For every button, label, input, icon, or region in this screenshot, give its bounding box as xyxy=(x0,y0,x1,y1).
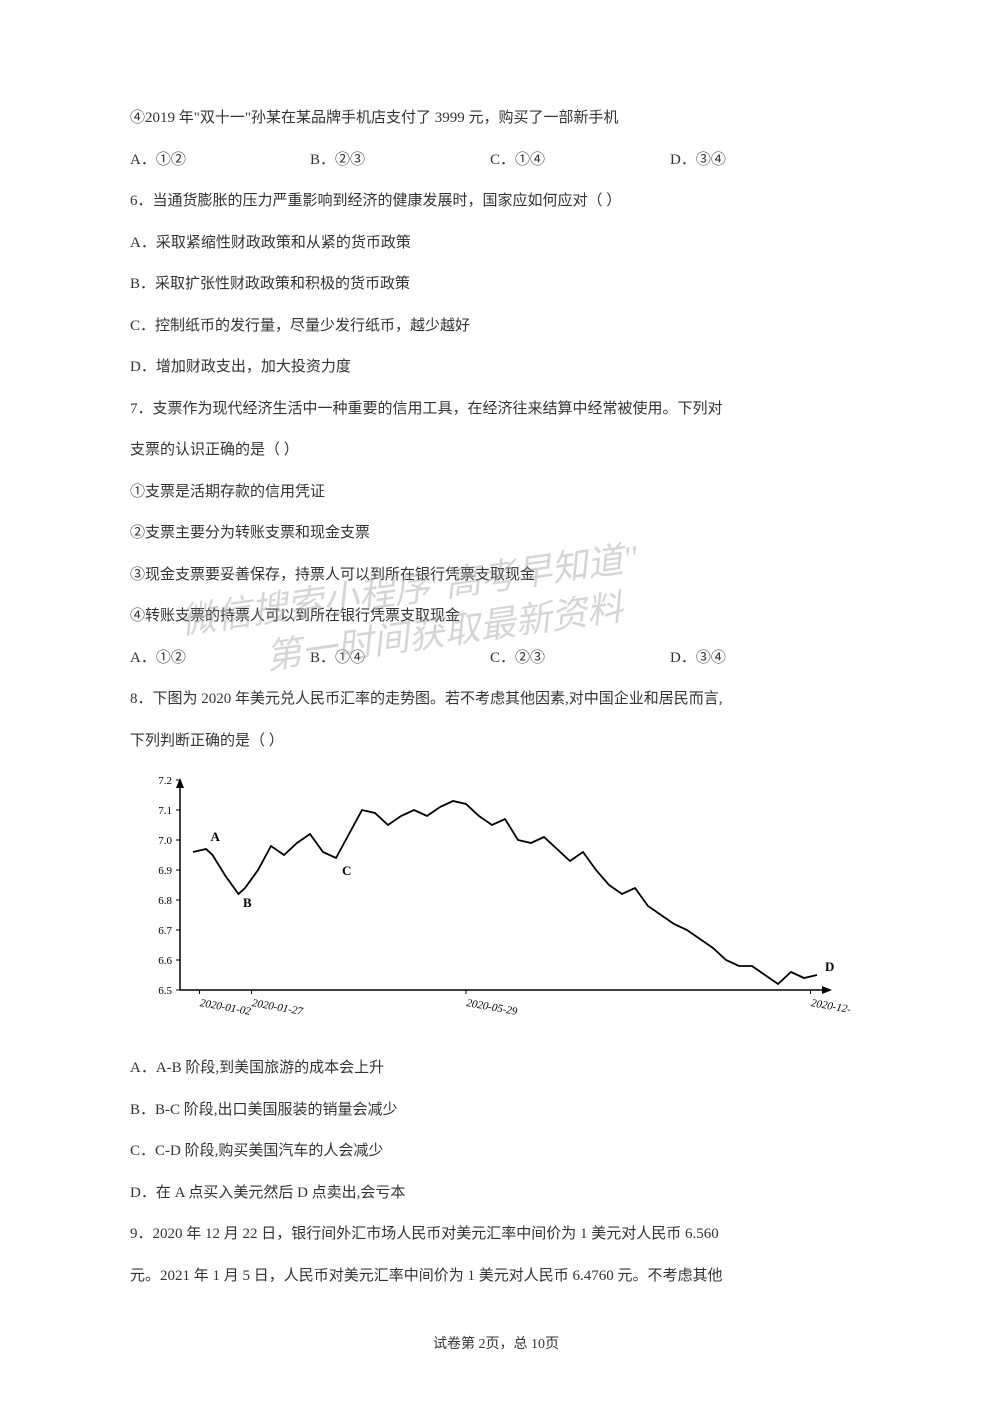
q8-opt-d: D．在 A 点买入美元然后 D 点卖出,会亏本 xyxy=(130,1175,862,1213)
page-footer: 试卷第 2页，总 10页 xyxy=(0,1333,992,1353)
svg-text:7.0: 7.0 xyxy=(158,835,172,847)
q8-opt-a: A．A-B 阶段,到美国旅游的成本会上升 xyxy=(130,1050,862,1088)
q9-line2: 元。2021 年 1 月 5 日，人民币对美元汇率中间价为 1 美元对人民币 6… xyxy=(130,1258,862,1296)
q7-statement-1: ①支票是活期存款的信用凭证 xyxy=(130,474,862,512)
q7-statement-4: ④转账支票的持票人可以到所在银行凭票支取现金 xyxy=(130,598,862,636)
svg-text:6.9: 6.9 xyxy=(158,865,172,877)
q7-stem-line2: 支票的认识正确的是（ ） xyxy=(130,432,862,470)
q8-stem-line1: 8．下图为 2020 年美元兑人民币汇率的走势图。若不考虑其他因素,对中国企业和… xyxy=(130,681,862,719)
q7-opt-c: C．②③ xyxy=(490,640,670,678)
q6-opt-d: D．增加财政支出，加大投资力度 xyxy=(130,349,862,387)
q6-stem: 6．当通货膨胀的压力严重影响到经济的健康发展时，国家应如何应对（ ） xyxy=(130,183,862,221)
q5-opt-b: B．②③ xyxy=(310,142,490,180)
q7-statement-2: ②支票主要分为转账支票和现金支票 xyxy=(130,515,862,553)
svg-text:2020-12-17: 2020-12-17 xyxy=(810,997,850,1018)
q5-statement-4: ④2019 年"双十一"孙某在某品牌手机店支付了 3999 元，购买了一部新手机 xyxy=(130,100,862,138)
q7-opt-b: B．①④ xyxy=(310,640,490,678)
q5-opt-a: A．①② xyxy=(130,142,310,180)
q7-opt-d: D．③④ xyxy=(670,640,850,678)
svg-text:C: C xyxy=(342,863,351,878)
svg-text:D: D xyxy=(825,959,834,974)
svg-text:7.2: 7.2 xyxy=(158,775,172,787)
q6-opt-a: A．采取紧缩性财政政策和从紧的货币政策 xyxy=(130,225,862,263)
q8-stem-line2: 下列判断正确的是（ ） xyxy=(130,723,862,761)
svg-text:6.5: 6.5 xyxy=(158,985,172,997)
q8-opt-b: B．B-C 阶段,出口美国服装的销量会减少 xyxy=(130,1092,862,1130)
svg-text:6.6: 6.6 xyxy=(158,955,172,967)
exchange-rate-chart: 6.56.66.76.86.97.07.17.22020-01-022020-0… xyxy=(130,770,850,1030)
svg-text:6.8: 6.8 xyxy=(158,895,172,907)
svg-text:A: A xyxy=(211,829,221,844)
q6-opt-b: B．采取扩张性财政政策和积极的货币政策 xyxy=(130,266,862,304)
svg-text:6.7: 6.7 xyxy=(158,925,172,937)
q7-options: A．①② B．①④ C．②③ D．③④ xyxy=(130,640,862,678)
q7-stem-line1: 7．支票作为现代经济生活中一种重要的信用工具，在经济往来结算中经常被使用。下列对 xyxy=(130,391,862,429)
chart-svg: 6.56.66.76.86.97.07.17.22020-01-022020-0… xyxy=(130,770,850,1030)
svg-text:2020-01-02: 2020-01-02 xyxy=(199,997,252,1018)
svg-text:7.1: 7.1 xyxy=(158,805,172,817)
q7-statement-3: ③现金支票要妥善保存，持票人可以到所在银行凭票支取现金 xyxy=(130,557,862,595)
svg-text:B: B xyxy=(243,895,252,910)
q6-opt-c: C．控制纸币的发行量，尽量少发行纸币，越少越好 xyxy=(130,308,862,346)
q7-opt-a: A．①② xyxy=(130,640,310,678)
svg-text:2020-01-27: 2020-01-27 xyxy=(251,997,304,1018)
q5-opt-d: D．③④ xyxy=(670,142,850,180)
q8-opt-c: C．C-D 阶段,购买美国汽车的人会减少 xyxy=(130,1133,862,1171)
q5-options: A．①② B．②③ C．①④ D．③④ xyxy=(130,142,862,180)
svg-text:2020-05-29: 2020-05-29 xyxy=(465,997,518,1018)
q5-opt-c: C．①④ xyxy=(490,142,670,180)
q9-line1: 9．2020 年 12 月 22 日，银行间外汇市场人民币对美元汇率中间价为 1… xyxy=(130,1216,862,1254)
